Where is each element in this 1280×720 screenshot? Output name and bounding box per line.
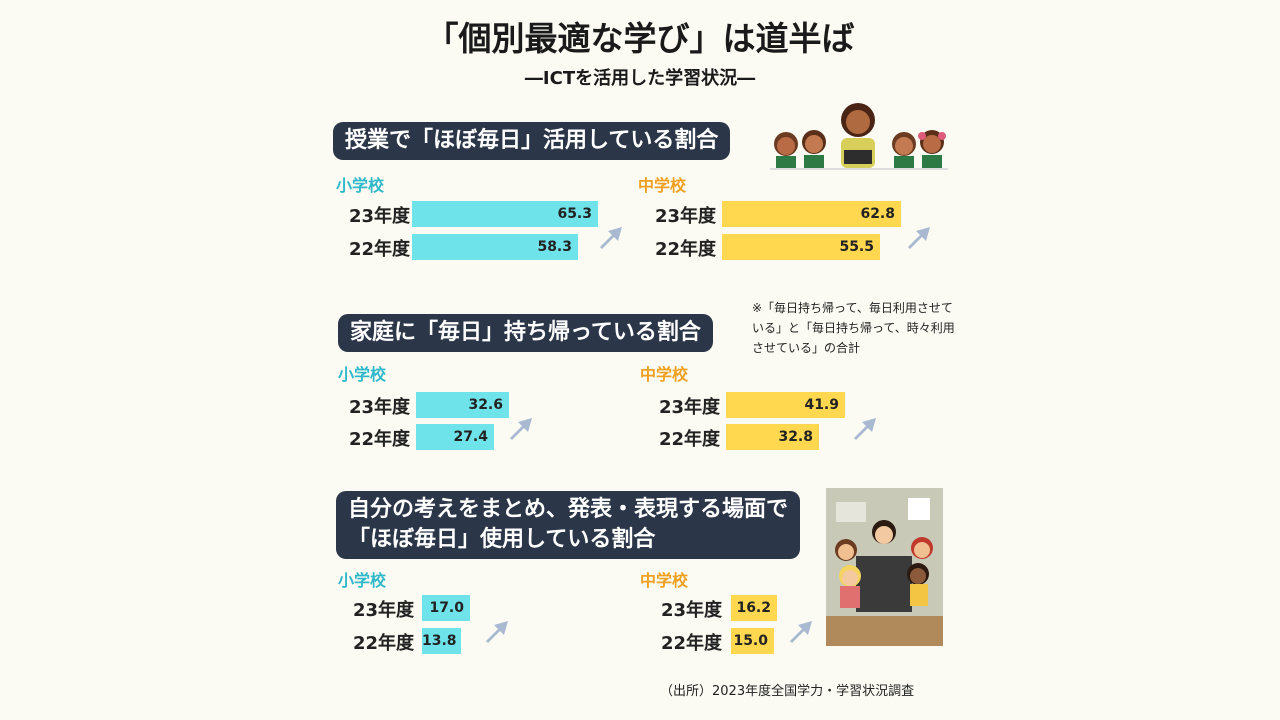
increase-arrow-icon xyxy=(486,621,508,643)
row-label: 22年度 xyxy=(660,633,722,654)
row-label: 23年度 xyxy=(352,600,414,621)
bar: 32.8 xyxy=(726,424,819,450)
section-1-heading: 授業で「ほぼ毎日」活用している割合 xyxy=(333,122,731,160)
section-1-jr-label: 中学校 xyxy=(638,176,687,195)
section-3-heading-line-1: 自分の考えをまとめ、発表・表現する場面で xyxy=(348,497,789,522)
row-label: 23年度 xyxy=(658,397,720,418)
footnote: ※「毎日持ち帰って、毎日利用させている」と「毎日持ち帰って、時々利用させている」… xyxy=(752,301,955,355)
bar: 41.9 xyxy=(726,392,845,418)
row-label: 23年度 xyxy=(348,206,410,227)
bar: 13.8 xyxy=(422,628,461,654)
increase-arrow-icon xyxy=(854,418,876,440)
teacher-students-illustration xyxy=(770,103,948,170)
section-2-elem-label: 小学校 xyxy=(338,365,387,384)
main-title: 「個別最適な学び」は道半ば xyxy=(425,19,855,58)
row-label: 22年度 xyxy=(348,429,410,450)
increase-arrow-icon xyxy=(600,227,622,249)
bar: 65.3 xyxy=(412,201,598,227)
sub-title: ―ICTを活用した学習状況― xyxy=(524,68,756,89)
section-2-jr-label: 中学校 xyxy=(640,365,689,384)
bar: 16.2 xyxy=(731,595,777,621)
section-3-heading: 自分の考えをまとめ、発表・表現する場面で 「ほぼ毎日」使用している割合 xyxy=(336,491,801,559)
row-label: 22年度 xyxy=(654,239,716,260)
bar: 27.4 xyxy=(416,424,494,450)
bar: 17.0 xyxy=(422,595,470,621)
bar: 32.6 xyxy=(416,392,509,418)
source-note: （出所）2023年度全国学力・学習状況調査 xyxy=(660,684,915,699)
row-label: 23年度 xyxy=(348,397,410,418)
section-3-jr-label: 中学校 xyxy=(640,571,689,590)
kids-laptops-illustration xyxy=(826,488,943,646)
row-label: 22年度 xyxy=(658,429,720,450)
section-3-heading-line-2: 「ほぼ毎日」使用している割合 xyxy=(348,527,656,552)
section-3-elem-label: 小学校 xyxy=(338,571,387,590)
section-1-elem-label: 小学校 xyxy=(336,176,385,195)
row-label: 22年度 xyxy=(352,633,414,654)
bar: 58.3 xyxy=(412,234,578,260)
section-2-heading: 家庭に「毎日」持ち帰っている割合 xyxy=(338,314,713,352)
bar: 55.5 xyxy=(722,234,880,260)
increase-arrow-icon xyxy=(790,621,812,643)
row-label: 23年度 xyxy=(660,600,722,621)
bar: 62.8 xyxy=(722,201,901,227)
row-label: 23年度 xyxy=(654,206,716,227)
row-label: 22年度 xyxy=(348,239,410,260)
bar: 15.0 xyxy=(731,628,774,654)
increase-arrow-icon xyxy=(908,227,930,249)
increase-arrow-icon xyxy=(510,418,532,440)
